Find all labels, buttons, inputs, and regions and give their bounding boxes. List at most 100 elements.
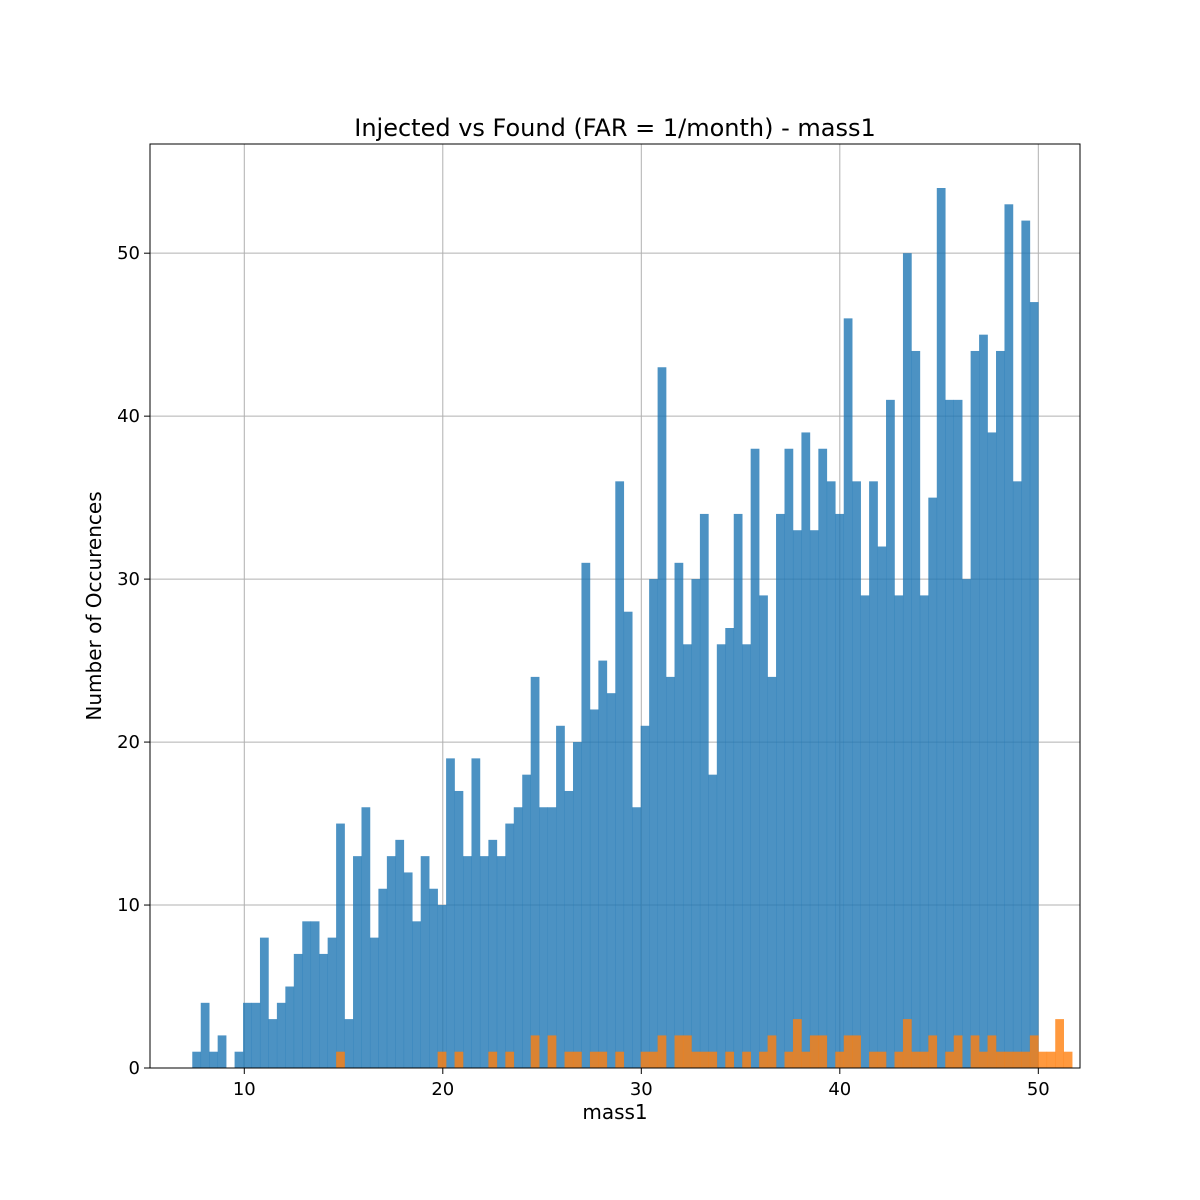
bar	[835, 1051, 845, 1068]
bar	[767, 1035, 777, 1068]
bar	[437, 1051, 447, 1068]
bars	[192, 188, 1073, 1069]
bar	[581, 562, 591, 1068]
bar	[979, 334, 988, 1069]
x-tick-label: 40	[828, 1079, 851, 1100]
bar	[657, 1035, 667, 1068]
bar	[243, 1002, 252, 1068]
bar	[691, 579, 701, 1068]
bar	[945, 1051, 955, 1068]
bar	[894, 1051, 904, 1068]
bar	[911, 350, 921, 1068]
y-tick-label: 40	[117, 406, 140, 427]
bar	[327, 937, 337, 1068]
bar	[902, 1019, 912, 1068]
plot-frame	[149, 143, 1081, 1069]
bar	[513, 807, 523, 1068]
bar	[742, 644, 751, 1068]
bar	[437, 905, 447, 1068]
bar	[674, 1035, 684, 1068]
bar	[302, 921, 312, 1068]
bar	[209, 1051, 218, 1068]
bar	[682, 1035, 692, 1068]
bar	[699, 1051, 709, 1068]
bar	[1012, 481, 1022, 1068]
bar	[843, 1035, 853, 1068]
bar	[251, 1002, 261, 1068]
bar	[369, 937, 379, 1068]
bar	[860, 595, 870, 1068]
bar	[742, 1051, 751, 1068]
bar	[598, 1051, 608, 1068]
bar	[539, 807, 548, 1068]
bar	[488, 839, 498, 1068]
bar	[395, 839, 405, 1068]
bar	[945, 399, 955, 1069]
bar	[987, 432, 997, 1068]
bar	[970, 350, 980, 1068]
bar	[589, 709, 599, 1068]
bar	[276, 1002, 286, 1068]
bar	[259, 937, 269, 1068]
x-axis-label: mass1	[582, 1100, 647, 1124]
bar	[420, 856, 430, 1068]
bar	[446, 758, 455, 1068]
bar	[936, 188, 946, 1068]
bar	[996, 1051, 1005, 1068]
bar	[547, 1035, 557, 1068]
bar	[767, 676, 777, 1068]
y-tick-label: 50	[117, 243, 140, 264]
bar	[361, 807, 371, 1068]
bar	[530, 676, 540, 1068]
bar	[682, 644, 692, 1068]
bar	[615, 481, 625, 1068]
y-tick-label: 20	[117, 732, 140, 753]
bar	[1046, 1051, 1056, 1068]
bar	[505, 823, 515, 1068]
bar	[759, 1051, 768, 1068]
bar	[759, 595, 768, 1068]
bar	[640, 725, 650, 1068]
x-tick-label: 30	[630, 1079, 653, 1100]
bar	[378, 888, 388, 1068]
bar	[623, 611, 633, 1068]
bar	[953, 1035, 963, 1068]
y-tick-label: 30	[117, 569, 140, 590]
bar	[200, 1002, 210, 1068]
bar	[649, 1051, 658, 1068]
bar	[649, 579, 658, 1068]
bar	[911, 1051, 921, 1068]
bar	[1055, 1019, 1064, 1068]
bar	[530, 1035, 540, 1068]
bar	[1029, 302, 1039, 1068]
bar	[429, 888, 438, 1068]
bar	[708, 1051, 718, 1068]
bar	[412, 921, 422, 1068]
bar	[1021, 1051, 1031, 1068]
bar	[488, 1051, 498, 1068]
bar	[894, 595, 904, 1068]
bar	[1029, 1035, 1039, 1068]
bar	[919, 595, 929, 1068]
bar	[234, 1051, 244, 1068]
bar	[716, 644, 726, 1068]
bar	[877, 1051, 887, 1068]
bar	[953, 399, 963, 1069]
bar	[869, 1051, 878, 1068]
bar	[505, 1051, 515, 1068]
bar	[801, 432, 811, 1068]
x-tick-label: 50	[1027, 1079, 1050, 1100]
bar	[319, 953, 328, 1068]
y-tick-label: 10	[117, 895, 140, 916]
bar	[589, 1051, 599, 1068]
bar	[835, 513, 845, 1068]
bar	[843, 318, 853, 1068]
bar	[463, 856, 472, 1068]
bar	[869, 481, 878, 1068]
bar	[640, 1051, 650, 1068]
bar	[792, 1019, 802, 1068]
y-axis-label: Number of Occurences	[82, 491, 106, 720]
bar	[479, 856, 489, 1068]
bar	[336, 1051, 345, 1068]
bar	[632, 807, 641, 1068]
